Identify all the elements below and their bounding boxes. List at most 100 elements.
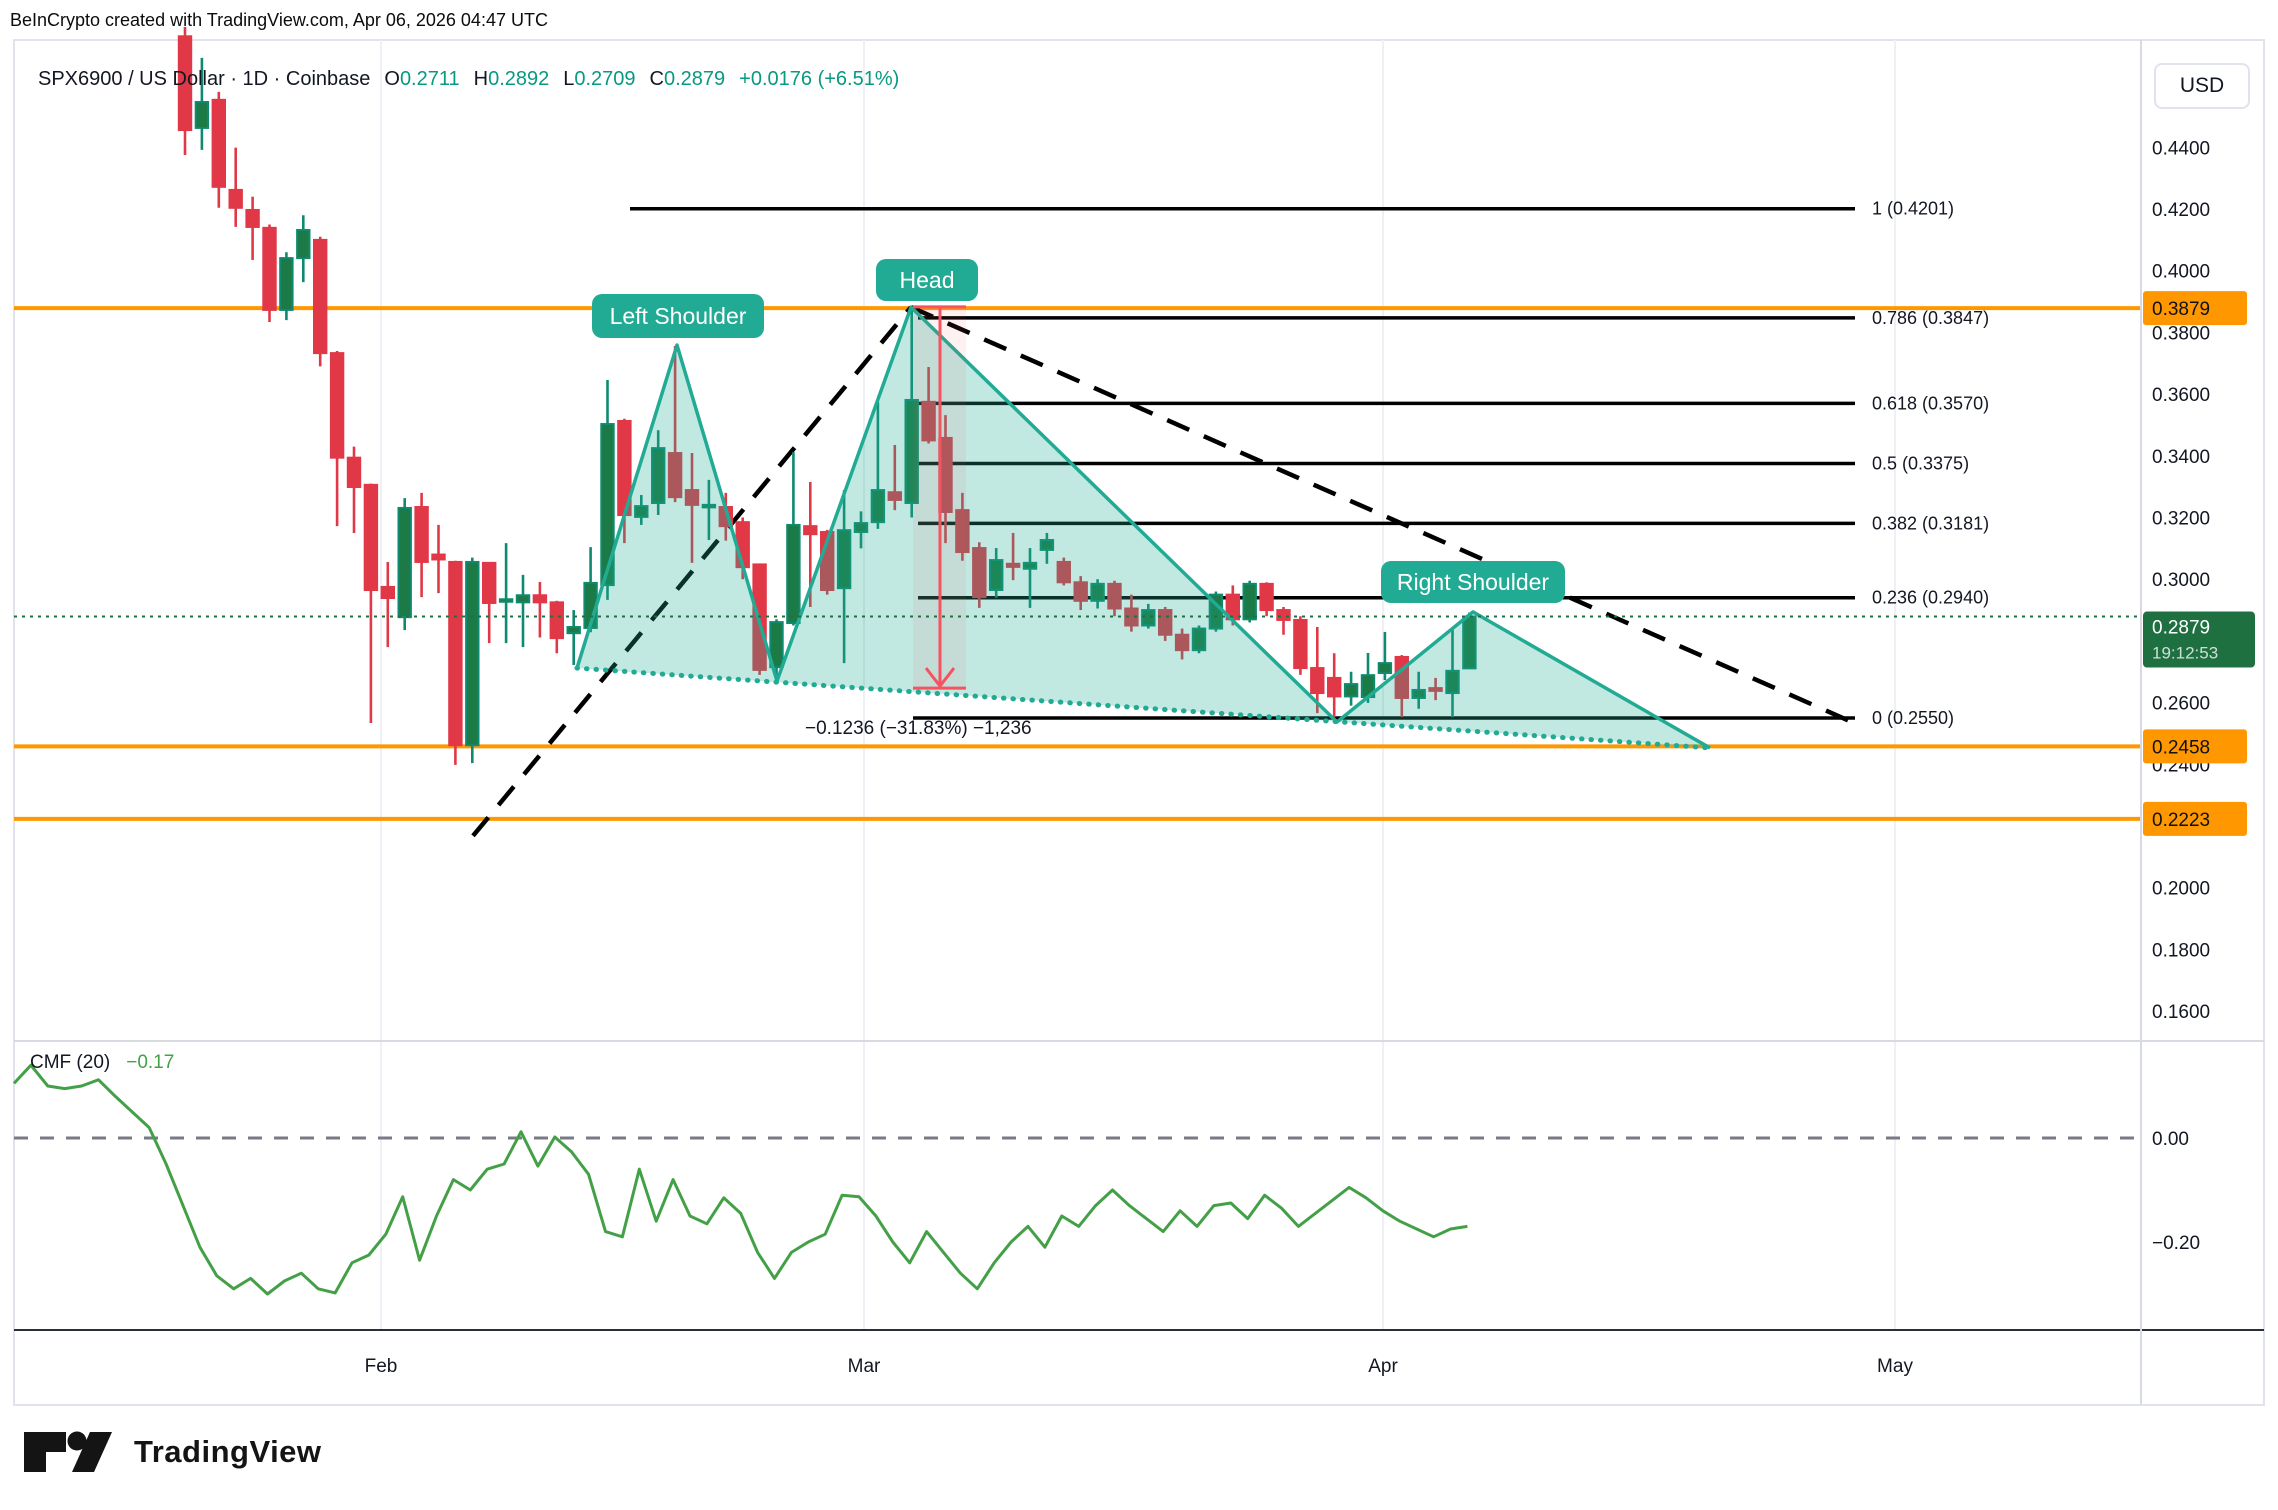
price-axis-tick: 0.2600: [2152, 694, 2210, 715]
fib-level-label: 0 (0.2550): [1872, 708, 1954, 728]
candle-body-down: [1107, 582, 1122, 610]
range-tool-label: −0.1236 (−31.83%) −1,236: [805, 718, 1032, 739]
candle-body-up: [870, 489, 886, 524]
candle-body-down: [482, 561, 497, 604]
tradingview-logo-text: TradingView: [134, 1434, 322, 1469]
head-and-shoulders-fill: [577, 307, 1710, 748]
fib-level-label: 0.5 (0.3375): [1872, 454, 1969, 474]
candle-body-down: [887, 491, 902, 501]
chart-frame: [13, 39, 2265, 1406]
candle-body-up: [651, 447, 666, 505]
candle-body-up: [786, 523, 801, 625]
candle-body-down: [211, 98, 227, 188]
price-axis-tick: 0.4400: [2152, 138, 2210, 159]
ohlc-value: 0.2711: [399, 68, 460, 90]
ohlc-values: O0.2711 H0.2892 L0.2709 C0.2879: [370, 68, 725, 90]
candle-body-up: [701, 503, 717, 509]
candle-body-down: [532, 594, 548, 604]
candle-body-up: [1022, 561, 1038, 570]
candle-body-up: [836, 529, 852, 590]
candle-body-up: [1090, 582, 1105, 602]
candle-body-up: [566, 626, 581, 635]
candle-body-up: [769, 621, 784, 669]
candle-body-down: [177, 35, 193, 132]
candle-body-up: [1141, 609, 1156, 627]
candle-body-down: [245, 208, 260, 228]
candle-body-down: [1310, 667, 1325, 695]
cmf-indicator-legend[interactable]: CMF (20) −0.17: [30, 1052, 174, 1074]
orange-price-label: [2143, 801, 2247, 836]
candle-body-down: [414, 506, 429, 563]
candle-body-up: [904, 398, 919, 505]
ohlc-label: O: [384, 68, 400, 90]
candle-body-down: [1073, 581, 1088, 602]
candle-body-down: [955, 509, 970, 554]
ohlc-value: 0.2879: [664, 68, 726, 90]
candle-body-up: [1242, 582, 1257, 621]
price-axis-tick: 0.3800: [2152, 323, 2210, 344]
candle-body-down: [1293, 618, 1308, 670]
dashed-trendline: [471, 305, 913, 838]
candle-body-up: [194, 101, 210, 129]
candle-body-down: [684, 489, 700, 506]
candle-body-up: [853, 522, 869, 534]
candle-body-up: [296, 229, 311, 260]
countdown-text: 19:12:53: [2152, 644, 2218, 663]
candle-body-down: [1276, 609, 1291, 621]
tradingview-logo[interactable]: TradingView: [24, 1430, 322, 1474]
ohlc-value: 0.2892: [488, 68, 550, 90]
tradingview-logo-icon: [24, 1431, 112, 1472]
change-value: +0.0176 (+6.51%): [739, 68, 900, 90]
orange-price-label: [2143, 291, 2247, 326]
candle-body-down: [972, 547, 987, 599]
candle-body-down: [1327, 676, 1342, 698]
ohlc-label: C: [649, 68, 664, 90]
price-axis-tick: 0.3000: [2152, 570, 2210, 591]
candle-body-down: [329, 352, 345, 459]
candle-body-down: [363, 483, 379, 592]
orange-price-label: [2143, 729, 2247, 764]
candle-body-down: [1056, 560, 1071, 584]
price-axis-tick: 0.2000: [2152, 879, 2210, 900]
price-axis-tick: 0.3600: [2152, 385, 2210, 406]
candle-body-down: [667, 452, 683, 499]
price-axis-tick: 0.3400: [2152, 447, 2210, 468]
cmf-axis-tick: −0.20: [2152, 1233, 2200, 1254]
symbol-title: SPX6900 / US Dollar · 1D · Coinbase: [38, 68, 371, 90]
time-axis-month-label: May: [1877, 1356, 1913, 1377]
ohlc-label: H: [473, 68, 489, 90]
orange-price-label-text: 0.2223: [2152, 810, 2210, 831]
orange-price-label-text: 0.3879: [2152, 299, 2210, 320]
candle-body-down: [262, 226, 277, 311]
candle-body-down: [921, 400, 936, 442]
pattern-badge-label: Head: [900, 267, 955, 293]
candle-body-up: [397, 506, 412, 619]
last-price-label: [2143, 611, 2255, 668]
neckline-dotted: [574, 665, 1713, 751]
fib-level-label: 1 (0.4201): [1872, 199, 1954, 219]
price-axis-tick: 0.1600: [2152, 1002, 2210, 1023]
candle-body-up: [1039, 539, 1055, 551]
currency-toggle-button[interactable]: USD: [2154, 63, 2250, 109]
candle-body-down: [228, 188, 243, 209]
candle-body-down: [346, 456, 362, 488]
candle-body-up: [465, 560, 480, 747]
pattern-badge-label: Left Shoulder: [610, 303, 747, 329]
pattern-badge: [592, 294, 764, 338]
cmf-axis-tick: 0.00: [2152, 1129, 2189, 1150]
candle-body-down: [803, 525, 818, 536]
candle-body-down: [1124, 607, 1139, 627]
ohlc-label: L: [563, 68, 575, 90]
price-axis-tick: 0.4200: [2152, 200, 2210, 221]
attribution-text: BeInCrypto created with TradingView.com,…: [10, 10, 548, 30]
fib-level-label: 0.618 (0.3570): [1872, 393, 1989, 413]
ohlc-value: 0.2709: [574, 68, 636, 90]
price-axis-tick: 0.3200: [2152, 509, 2210, 530]
candle-body-down: [1259, 582, 1274, 612]
time-axis-month-label: Mar: [848, 1356, 881, 1377]
candle-body-up: [1445, 669, 1460, 695]
symbol-header[interactable]: SPX6900 / US Dollar · 1D · Coinbase O0.27…: [38, 68, 899, 91]
time-axis-month-label: Feb: [365, 1356, 398, 1377]
candle-body-up: [1377, 662, 1393, 674]
